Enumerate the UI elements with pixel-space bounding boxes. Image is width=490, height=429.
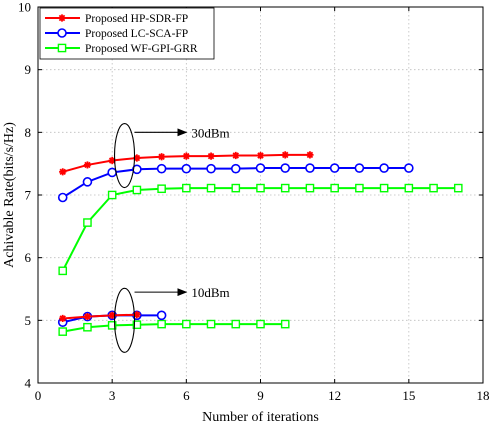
data-point (206, 163, 216, 174)
data-point (182, 152, 190, 160)
data-point (182, 319, 191, 329)
data-point (133, 154, 141, 162)
legend: Proposed HP-SDR-FP Proposed LC-SCA-FP Prop… (39, 7, 215, 60)
data-point (280, 163, 291, 173)
data-point (255, 163, 266, 173)
data-point (156, 163, 167, 174)
data-point (281, 151, 289, 159)
data-point (330, 183, 339, 193)
data-point (355, 183, 364, 193)
series-lines (57, 151, 463, 336)
data-point (157, 319, 166, 329)
x-tick-label: 3 (109, 388, 116, 403)
data-point (429, 183, 438, 193)
y-tick-label: 4 (25, 376, 32, 391)
data-point (133, 311, 141, 319)
annotations: 30dBm 10dBm (113, 122, 230, 353)
x-tick-label: 6 (183, 388, 190, 403)
data-point (181, 163, 192, 174)
data-point (232, 151, 240, 160)
annotation-label: 10dBm (191, 285, 229, 300)
x-tick-label: 12 (328, 388, 341, 403)
data-point (57, 28, 67, 38)
data-point (58, 14, 66, 22)
data-point (107, 321, 117, 330)
data-point (404, 183, 414, 193)
legend-entry: Proposed WF-GPI-GRR (45, 43, 198, 55)
data-point (280, 183, 290, 193)
x-axis-label: Number of iterations (202, 410, 319, 424)
axis-ticks: 0 3 6 9 12 15 18 4 5 6 7 8 9 10 (18, 0, 490, 403)
legend-entry: Proposed LC-SCA-FP (45, 28, 188, 40)
y-tick-label: 8 (25, 125, 32, 140)
data-point (157, 184, 166, 194)
x-tick-label: 9 (257, 388, 264, 403)
data-point (59, 314, 67, 323)
data-point (132, 185, 142, 195)
data-point (305, 163, 315, 173)
series-line (62, 323, 286, 333)
data-point (57, 43, 67, 53)
data-point (354, 163, 365, 173)
data-point (306, 151, 314, 159)
series-square (58, 183, 463, 336)
x-tick-label: 15 (402, 388, 415, 403)
data-point (231, 319, 241, 329)
data-point (231, 183, 241, 193)
y-tick-label: 9 (25, 62, 32, 77)
x-tick-label: 0 (35, 388, 42, 403)
y-axis-label: Achivable Rate(bits/s/Hz) (2, 122, 17, 268)
data-point (305, 183, 315, 193)
data-point (453, 183, 463, 193)
data-point (83, 312, 92, 321)
data-point (404, 163, 414, 173)
data-point (230, 163, 241, 174)
annotation-ellipse (113, 122, 136, 189)
data-point (158, 153, 166, 161)
legend-label: Proposed HP-SDR-FP (85, 13, 188, 25)
data-point (256, 183, 265, 193)
data-point (82, 177, 93, 187)
x-tick-label: 18 (477, 388, 490, 403)
data-point (206, 183, 216, 193)
data-point (256, 151, 265, 160)
data-point (182, 183, 191, 193)
data-point (83, 218, 92, 227)
data-point (83, 322, 92, 332)
data-point (107, 190, 117, 200)
legend-label: Proposed LC-SCA-FP (85, 28, 188, 40)
data-point (206, 319, 216, 329)
data-point (58, 327, 68, 336)
legend-label: Proposed WF-GPI-GRR (85, 43, 198, 55)
y-tick-label: 7 (25, 188, 32, 203)
annotation-ellipse (113, 287, 136, 353)
data-point (83, 161, 92, 169)
data-point (156, 310, 167, 321)
data-point (379, 183, 389, 193)
data-point (207, 152, 215, 160)
annotation: 30dBm (113, 122, 230, 189)
data-point (132, 320, 142, 330)
data-point (329, 163, 340, 173)
data-point (57, 192, 68, 203)
y-tick-label: 6 (25, 250, 32, 265)
y-tick-label: 10 (18, 0, 31, 15)
series-line (62, 313, 137, 320)
data-point (59, 168, 67, 176)
data-point (280, 319, 290, 329)
data-point (256, 319, 265, 329)
y-tick-label: 5 (25, 313, 32, 328)
data-point (58, 266, 68, 276)
annotation-label: 30dBm (191, 125, 229, 140)
legend-entry: Proposed HP-SDR-FP (45, 13, 188, 25)
data-point (108, 156, 116, 165)
annotation: 10dBm (113, 285, 230, 353)
data-point (132, 164, 142, 175)
data-point (108, 311, 116, 319)
data-point (379, 163, 389, 173)
series-star (59, 151, 314, 323)
